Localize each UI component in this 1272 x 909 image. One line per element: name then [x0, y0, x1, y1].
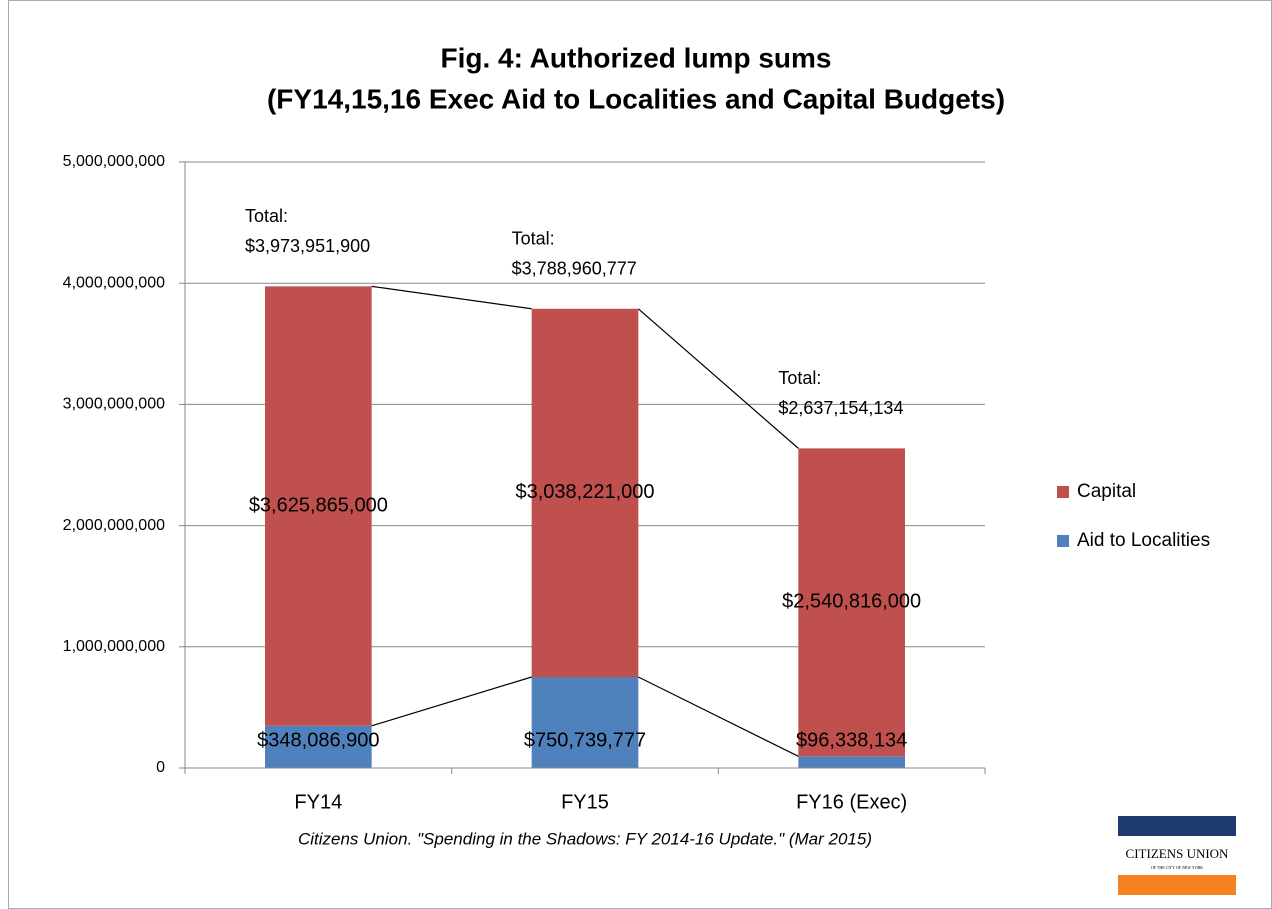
- total-annotation: $3,788,960,777: [512, 259, 637, 279]
- series-line: [371, 676, 532, 727]
- y-tick-label: 0: [156, 759, 165, 776]
- logo-text: CITIZENS UNION: [1126, 846, 1230, 861]
- x-tick-label: FY14: [294, 791, 342, 813]
- y-tick-label: 5,000,000,000: [63, 153, 165, 170]
- y-tick-label: 1,000,000,000: [63, 638, 165, 655]
- logo-subtext: OF THE CITY OF NEW YORK: [1151, 865, 1203, 870]
- legend-label: Capital: [1077, 481, 1136, 502]
- chart-frame: [8, 0, 1272, 909]
- series-line: [371, 285, 532, 310]
- y-tick-label: 4,000,000,000: [63, 274, 165, 291]
- series-line: [638, 676, 799, 757]
- total-annotation: Total:: [778, 368, 821, 388]
- value-label: $348,086,900: [257, 729, 379, 751]
- bar-segment: [531, 308, 639, 678]
- value-label: $2,540,816,000: [782, 591, 921, 613]
- bar-segment: [798, 448, 905, 757]
- source-note: Citizens Union. "Spending in the Shadows…: [298, 829, 872, 848]
- bar-segment: [798, 756, 905, 768]
- total-annotation: $2,637,154,134: [778, 398, 903, 418]
- legend-swatch: [1057, 535, 1069, 547]
- bar-segment: [265, 725, 372, 768]
- chart-title: (FY14,15,16 Exec Aid to Localities and C…: [267, 83, 1005, 114]
- logo-band: [1118, 875, 1236, 895]
- total-annotation: $3,973,951,900: [245, 236, 370, 256]
- y-tick-label: 3,000,000,000: [63, 396, 165, 413]
- total-annotation: Total:: [512, 229, 555, 249]
- value-label: $3,625,865,000: [249, 494, 388, 516]
- logo-band: [1118, 816, 1236, 836]
- legend-swatch: [1057, 486, 1069, 498]
- chart-title: Fig. 4: Authorized lump sums: [441, 42, 832, 73]
- value-label: $96,338,134: [796, 729, 907, 751]
- y-tick-label: 2,000,000,000: [63, 517, 165, 534]
- bar-segment: [265, 286, 372, 726]
- value-label: $750,739,777: [524, 729, 646, 751]
- legend-label: Aid to Localities: [1077, 530, 1210, 551]
- bar-segment: [531, 677, 639, 768]
- x-tick-label: FY16 (Exec): [796, 791, 907, 813]
- total-annotation: Total:: [245, 206, 288, 226]
- x-tick-label: FY15: [561, 791, 609, 813]
- value-label: $3,038,221,000: [515, 481, 654, 503]
- logo: CITIZENS UNION OF THE CITY OF NEW YORK: [1118, 816, 1236, 895]
- series-line: [637, 308, 799, 449]
